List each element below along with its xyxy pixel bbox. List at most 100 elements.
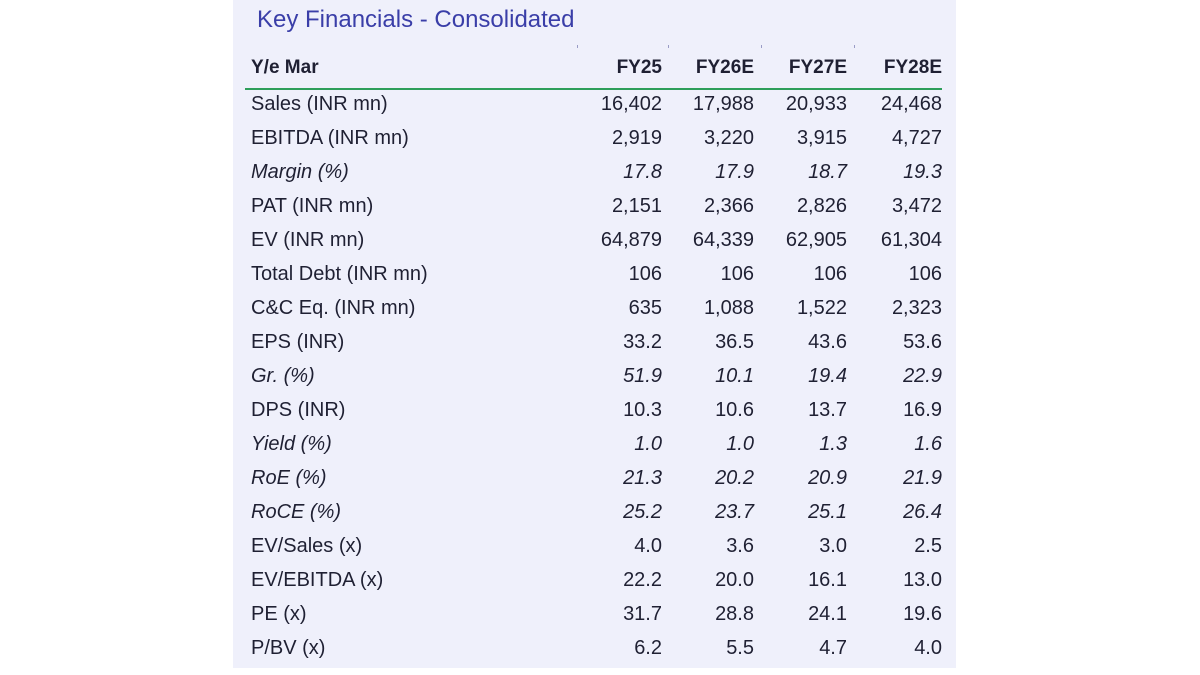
table-row: EV (INR mn) 64,879 64,339 62,905 61,304	[233, 223, 956, 257]
row-value: 1.0	[726, 433, 754, 455]
row-value: 36.5	[715, 331, 754, 353]
tick-mark	[668, 45, 669, 48]
row-label: Gr. (%)	[251, 365, 315, 387]
row-label: Margin (%)	[251, 161, 349, 183]
row-label: EV/Sales (x)	[251, 535, 363, 557]
row-label: EPS (INR)	[251, 331, 345, 353]
tick-mark	[854, 45, 855, 48]
row-value: 106	[813, 263, 847, 285]
row-value: 16.1	[808, 569, 847, 591]
row-value: 1.6	[914, 433, 942, 455]
row-label: PAT (INR mn)	[251, 195, 374, 217]
row-value: 17,988	[692, 93, 754, 115]
table-row: DPS (INR) 10.3 10.6 13.7 16.9	[233, 393, 956, 427]
row-value: 26.4	[903, 501, 942, 523]
row-label: EV/EBITDA (x)	[251, 569, 384, 591]
row-value: 3.6	[726, 535, 754, 557]
row-value: 22.9	[903, 365, 942, 387]
row-value: 106	[908, 263, 942, 285]
row-label: EBITDA (INR mn)	[251, 127, 409, 149]
row-value: 2,826	[796, 195, 847, 217]
row-value: 3,472	[891, 195, 942, 217]
table-row: P/BV (x) 6.2 5.5 4.7 4.0	[233, 631, 956, 665]
row-value: 106	[628, 263, 662, 285]
header-year: FY26E	[695, 57, 754, 78]
row-value: 33.2	[623, 331, 662, 353]
table-row: Margin (%) 17.8 17.9 18.7 19.3	[233, 155, 956, 189]
row-value: 25.2	[623, 501, 662, 523]
header-year: FY28E	[883, 57, 942, 78]
table-row: Gr. (%) 51.9 10.1 19.4 22.9	[233, 359, 956, 393]
row-value: 4.0	[634, 535, 662, 557]
row-value: 17.9	[715, 161, 754, 183]
row-value: 1.0	[634, 433, 662, 455]
key-financials-panel: Key Financials - Consolidated Y/e Mar FY…	[233, 0, 956, 668]
row-value: 31.7	[623, 603, 662, 625]
tick-mark	[577, 45, 578, 48]
row-value: 4.0	[914, 637, 942, 659]
row-value: 53.6	[903, 331, 942, 353]
row-value: 6.2	[634, 637, 662, 659]
row-value: 18.7	[808, 161, 847, 183]
row-value: 21.3	[623, 467, 662, 489]
table-row: RoE (%) 21.3 20.2 20.9 21.9	[233, 461, 956, 495]
row-value: 13.0	[903, 569, 942, 591]
table-row: RoCE (%) 25.2 23.7 25.1 26.4	[233, 495, 956, 529]
row-value: 24,468	[880, 93, 942, 115]
header-label: Y/e Mar	[251, 57, 319, 78]
row-value: 19.3	[903, 161, 942, 183]
row-value: 4,727	[891, 127, 942, 149]
row-value: 64,339	[692, 229, 754, 251]
table-row: PAT (INR mn) 2,151 2,366 2,826 3,472	[233, 189, 956, 223]
row-value: 16,402	[600, 93, 662, 115]
row-label: Sales (INR mn)	[251, 93, 388, 115]
row-value: 2,151	[611, 195, 662, 217]
row-value: 23.7	[715, 501, 754, 523]
row-value: 10.6	[715, 399, 754, 421]
table-row: EBITDA (INR mn) 2,919 3,220 3,915 4,727	[233, 121, 956, 155]
row-value: 20,933	[785, 93, 847, 115]
row-value: 20.9	[808, 467, 847, 489]
row-value: 2,919	[611, 127, 662, 149]
row-value: 2,366	[703, 195, 754, 217]
row-value: 43.6	[808, 331, 847, 353]
row-label: PE (x)	[251, 603, 307, 625]
row-value: 3,220	[703, 127, 754, 149]
row-value: 51.9	[623, 365, 662, 387]
tick-mark	[761, 45, 762, 48]
table-row: EV/EBITDA (x) 22.2 20.0 16.1 13.0	[233, 563, 956, 597]
row-value: 5.5	[726, 637, 754, 659]
row-label: P/BV (x)	[251, 637, 326, 659]
row-value: 21.9	[903, 467, 942, 489]
row-value: 3.0	[819, 535, 847, 557]
row-value: 25.1	[808, 501, 847, 523]
table-header: Y/e Mar FY25 FY26E FY27E FY28E	[233, 50, 956, 86]
row-value: 24.1	[808, 603, 847, 625]
row-value: 1,088	[703, 297, 754, 319]
row-value: 62,905	[785, 229, 847, 251]
row-value: 64,879	[600, 229, 662, 251]
row-value: 13.7	[808, 399, 847, 421]
table-row: EPS (INR) 33.2 36.5 43.6 53.6	[233, 325, 956, 359]
row-label: EV (INR mn)	[251, 229, 365, 251]
row-value: 17.8	[623, 161, 662, 183]
row-label: Total Debt (INR mn)	[251, 263, 428, 285]
header-year: FY27E	[788, 57, 847, 78]
row-value: 20.2	[715, 467, 754, 489]
row-value: 4.7	[819, 637, 847, 659]
row-value: 10.3	[623, 399, 662, 421]
row-value: 1.3	[819, 433, 847, 455]
row-label: Yield (%)	[251, 433, 332, 455]
row-value: 3,915	[796, 127, 847, 149]
row-value: 61,304	[880, 229, 942, 251]
row-label: C&C Eq. (INR mn)	[251, 297, 416, 319]
row-value: 19.4	[808, 365, 847, 387]
table-body: Sales (INR mn) 16,402 17,988 20,933 24,468 EB…	[233, 87, 956, 665]
row-value: 2,323	[891, 297, 942, 319]
table-row: EV/Sales (x) 4.0 3.6 3.0 2.5	[233, 529, 956, 563]
row-value: 22.2	[623, 569, 662, 591]
table-row: Total Debt (INR mn) 106 106 106 106	[233, 257, 956, 291]
row-value: 1,522	[796, 297, 847, 319]
row-value: 19.6	[903, 603, 942, 625]
row-label: RoE (%)	[251, 467, 327, 489]
